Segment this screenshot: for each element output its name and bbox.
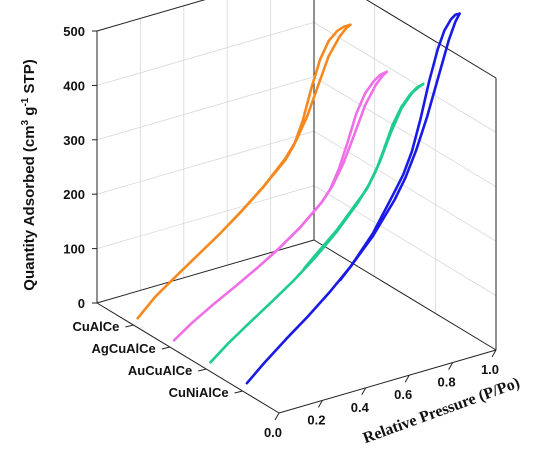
- desorption-curve: [266, 70, 389, 261]
- frame-edge: [313, 239, 497, 351]
- series-CuNiAlCe: [245, 12, 461, 385]
- x-tick: [274, 412, 280, 421]
- desorption-curve: [338, 12, 461, 282]
- category-label: CuAlCe: [72, 319, 119, 334]
- x-tick-label: 0.0: [264, 425, 282, 440]
- gridline-y: [96, 0, 497, 79]
- grid-lines: [96, 0, 497, 314]
- gridline-y: [96, 130, 497, 242]
- frame-edge: [278, 349, 497, 414]
- x-tick: [491, 349, 497, 358]
- category-tick: [125, 324, 134, 328]
- series-CuAlCe: [136, 23, 352, 320]
- x-tick: [448, 362, 454, 370]
- y-axis-title: Quantity Adsorbed (cm3 g-1 STP): [20, 59, 38, 290]
- y-tick-label: 500: [63, 24, 85, 39]
- category-tick: [198, 368, 207, 372]
- y-tick-label: 200: [63, 187, 85, 202]
- series-curves: [136, 12, 461, 385]
- series-AuCuAlCe: [209, 82, 425, 364]
- y-tick-label: 400: [63, 78, 85, 93]
- frame-edge: [96, 0, 206, 32]
- desorption-curve: [229, 23, 352, 224]
- x-tick: [317, 400, 323, 408]
- x-tick: [361, 387, 367, 396]
- y-tick-label: 300: [63, 133, 85, 148]
- category-tick: [161, 346, 170, 350]
- x-tick-label: 0.2: [307, 412, 325, 427]
- x-tick: [404, 374, 410, 383]
- frame-edge: [96, 302, 280, 414]
- x-tick-label: 0.8: [438, 375, 456, 390]
- gridline-y: [96, 21, 497, 133]
- category-label: CuNiAlCe: [169, 385, 229, 400]
- frame-edge: [365, 0, 497, 79]
- adsorption-curve: [245, 12, 461, 385]
- category-label: AuCuAlCe: [128, 363, 192, 378]
- series-AgCuAlCe: [172, 70, 389, 342]
- x-tick-label: 0.4: [351, 400, 370, 415]
- chart-frame: [96, 0, 497, 414]
- y-tick-label: 100: [63, 242, 85, 257]
- category-label: AgCuAlCe: [92, 341, 156, 356]
- category-tick: [234, 390, 243, 394]
- gridline-y: [96, 76, 497, 188]
- x-tick-label: 1.0: [481, 362, 499, 377]
- x-tick-label: 0.6: [394, 387, 412, 402]
- axis-ticks: 0 100 200 300 400 500 CuAlCe AgCuAlCe AuCuAlCe Cu…: [63, 24, 499, 440]
- desorption-curve: [302, 82, 425, 271]
- y-tick-label: 0: [78, 296, 85, 311]
